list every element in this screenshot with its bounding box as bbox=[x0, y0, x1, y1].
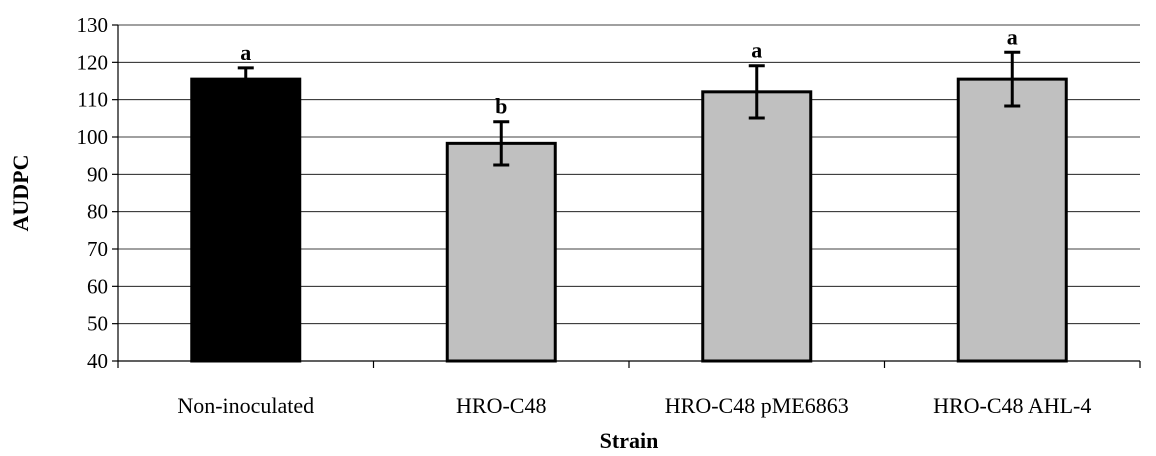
error-bar bbox=[748, 64, 765, 120]
x-axis-title: Strain bbox=[600, 428, 659, 453]
y-tick-label: 100 bbox=[77, 125, 109, 149]
error-bar bbox=[237, 66, 254, 92]
y-tick-label: 40 bbox=[87, 349, 108, 373]
x-category-label: HRO-C48 bbox=[456, 393, 546, 418]
y-tick-label: 50 bbox=[87, 312, 108, 336]
y-tick-label: 120 bbox=[77, 50, 109, 74]
x-axis-categories: Non-inoculated HRO-C48 HRO-C48 pME6863 HRO-… bbox=[117, 361, 1141, 418]
bars bbox=[190, 77, 1068, 363]
significance-letter: a bbox=[751, 38, 762, 63]
x-category-label: HRO-C48 AHL-4 bbox=[933, 393, 1091, 418]
bar bbox=[701, 90, 813, 363]
error-bar bbox=[1004, 50, 1021, 108]
significance-letter: b bbox=[495, 94, 507, 119]
bar bbox=[445, 141, 557, 363]
error-bars bbox=[237, 50, 1021, 167]
y-tick-label: 60 bbox=[87, 274, 108, 298]
y-tick-label: 130 bbox=[77, 13, 109, 37]
y-tick-label: 110 bbox=[77, 88, 108, 112]
significance-letter: a bbox=[240, 40, 251, 65]
y-axis-title: AUDPC bbox=[8, 155, 33, 232]
x-category-label: HRO-C48 pME6863 bbox=[665, 393, 849, 418]
error-bar bbox=[493, 120, 510, 167]
bar bbox=[190, 77, 302, 363]
y-tick-label: 70 bbox=[87, 237, 108, 261]
y-tick-label: 80 bbox=[87, 200, 108, 224]
x-category-label: Non-inoculated bbox=[177, 393, 314, 418]
bar bbox=[956, 77, 1068, 363]
significance-letter: a bbox=[1007, 24, 1018, 49]
y-axis-ticks: 40 50 60 70 80 90 100 110 120 130 bbox=[77, 13, 118, 373]
y-tick-label: 90 bbox=[87, 162, 108, 186]
significance-letters: a b a a bbox=[240, 24, 1018, 118]
